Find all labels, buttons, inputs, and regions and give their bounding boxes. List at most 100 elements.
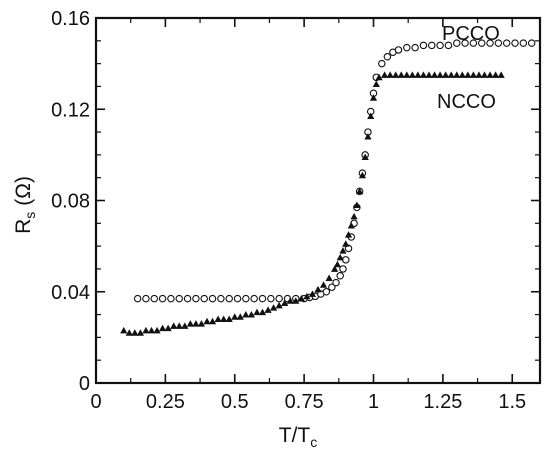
data-point-circle: [411, 43, 419, 52]
data-point-triangle: [347, 221, 355, 229]
y-axis-title-sub: s: [22, 212, 38, 219]
data-point-triangle: [442, 71, 450, 78]
data-point-triangle: [408, 71, 416, 78]
data-point-circle: [452, 39, 461, 47]
data-point-triangle: [369, 94, 378, 101]
data-point-circle: [332, 278, 340, 287]
data-point-triangle: [458, 71, 466, 78]
data-point-triangle: [314, 285, 322, 293]
data-point-triangle: [403, 71, 411, 78]
data-point-circle: [378, 59, 386, 68]
data-point-triangle: [464, 71, 472, 78]
data-point-triangle: [175, 322, 183, 329]
data-point-triangle: [297, 294, 305, 302]
data-point-circle: [150, 294, 159, 303]
data-point-circle: [436, 41, 444, 50]
y-tick-label: 0: [79, 373, 90, 395]
data-point-circle: [275, 294, 283, 303]
data-point-circle: [217, 294, 225, 303]
data-point-circle: [142, 294, 150, 303]
data-point-triangle: [286, 297, 294, 304]
data-point-circle: [341, 256, 350, 264]
data-point-triangle: [344, 231, 353, 238]
data-point-triangle: [336, 253, 344, 261]
data-point-circle: [208, 294, 217, 303]
data-point-triangle: [339, 247, 347, 254]
data-point-triangle: [281, 299, 289, 307]
data-point-circle: [250, 294, 258, 303]
data-point-triangle: [131, 329, 139, 336]
y-axis-title: Rs (Ω): [12, 176, 38, 234]
data-point-triangle: [430, 71, 439, 78]
data-point-circle: [322, 287, 331, 296]
data-point-triangle: [208, 317, 217, 325]
data-point-triangle: [325, 274, 333, 281]
data-point-circle: [200, 294, 208, 303]
series-pcco: [133, 39, 536, 303]
data-point-circle: [242, 294, 250, 303]
data-point-circle: [419, 41, 428, 50]
data-point-circle: [428, 41, 436, 50]
data-point-triangle: [197, 320, 206, 327]
data-point-triangle: [492, 71, 500, 78]
data-marks: [120, 39, 536, 336]
y-tick-label: 0.08: [51, 191, 90, 213]
data-point-triangle: [397, 71, 405, 78]
data-point-triangle: [253, 308, 261, 316]
data-point-circle: [328, 283, 336, 291]
data-point-triangle: [367, 112, 375, 119]
x-tick-label: 1: [368, 391, 379, 413]
y-tick-label: 0.04: [51, 282, 90, 304]
data-point-triangle: [372, 80, 380, 88]
data-point-circle: [486, 39, 494, 47]
x-tick-label: 0.25: [146, 391, 185, 413]
y-tick-label: 0.16: [51, 8, 90, 30]
data-point-triangle: [275, 301, 283, 309]
data-point-triangle: [292, 297, 300, 304]
data-point-circle: [167, 294, 175, 303]
data-point-circle: [339, 265, 347, 273]
data-point-circle: [133, 294, 142, 303]
x-tick-label: 0.5: [221, 391, 249, 413]
data-point-triangle: [480, 71, 489, 78]
data-point-circle: [258, 294, 267, 303]
y-axis-title-unit: (Ω): [12, 176, 35, 206]
data-point-triangle: [214, 315, 222, 323]
data-point-triangle: [147, 326, 156, 334]
data-point-circle: [336, 272, 344, 280]
data-point-triangle: [142, 326, 150, 334]
data-point-triangle: [333, 260, 342, 268]
x-tick-label: 0.75: [285, 391, 324, 413]
data-point-triangle: [258, 308, 267, 316]
data-point-circle: [511, 39, 519, 47]
data-point-triangle: [364, 133, 372, 140]
y-axis-title-main: R: [12, 219, 35, 234]
data-point-triangle: [486, 71, 494, 78]
data-point-triangle: [353, 201, 361, 208]
data-point-triangle: [186, 320, 194, 327]
data-point-circle: [444, 41, 453, 50]
data-point-circle: [394, 46, 403, 54]
x-tick-label: 1.25: [423, 391, 462, 413]
axis-ticks: [95, 17, 540, 384]
data-point-circle: [267, 294, 275, 303]
data-point-triangle: [270, 304, 278, 311]
data-point-circle: [519, 39, 528, 47]
x-axis-title: T/Tc: [279, 424, 318, 450]
data-point-triangle: [414, 71, 422, 78]
data-point-triangle: [203, 317, 211, 325]
data-point-triangle: [425, 71, 433, 78]
data-point-triangle: [120, 326, 128, 334]
data-point-circle: [469, 39, 478, 47]
data-point-triangle: [231, 313, 239, 320]
data-point-triangle: [170, 322, 178, 329]
data-point-triangle: [159, 324, 167, 332]
data-point-triangle: [453, 71, 461, 78]
data-point-triangle: [303, 292, 311, 300]
data-point-triangle: [181, 322, 189, 329]
series-label-ncco: NCCO: [437, 91, 496, 113]
data-point-triangle: [356, 187, 364, 195]
x-tick-label: 0: [90, 391, 101, 413]
data-point-triangle: [386, 71, 394, 78]
data-point-triangle: [350, 212, 358, 220]
